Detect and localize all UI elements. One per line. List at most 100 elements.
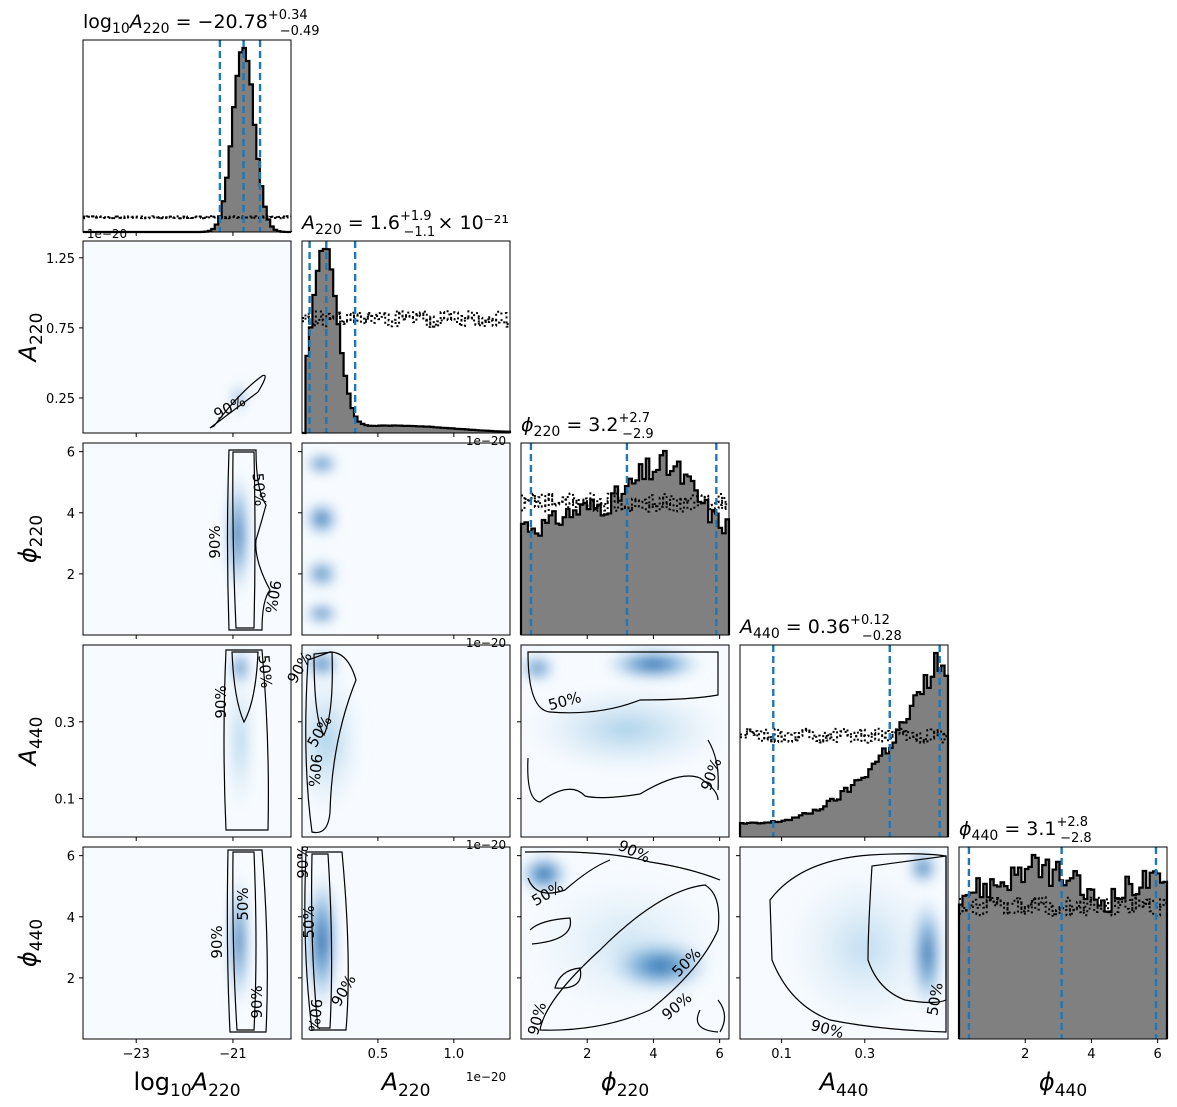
x-tick-label: 6 (1153, 1047, 1161, 1062)
density-blob (521, 683, 729, 776)
density-blob (600, 646, 707, 682)
contours (304, 851, 349, 1031)
contour-label: 90% (206, 525, 224, 558)
axes-frame (301, 644, 511, 838)
axes-frame (739, 644, 949, 838)
contour-label: 90% (261, 579, 285, 615)
panel-A220-vs-phi440: 90%50%90%90% (294, 845, 511, 1040)
contour-line (527, 859, 611, 894)
contour-line (529, 917, 572, 945)
density-map (230, 381, 248, 415)
prior-curve (521, 492, 729, 513)
contour-line (232, 451, 256, 629)
y-tick-label: 2 (67, 972, 75, 987)
histogram-A220: A220 = 1.6+1.9−1.1 × 10⁻²¹ (300, 209, 512, 435)
title-A440: A440 = 0.36+0.12 (738, 613, 890, 642)
contour-line (223, 649, 269, 831)
density-blob (303, 500, 340, 538)
axes-frame (301, 240, 511, 434)
density-blob (906, 849, 940, 887)
title-lower: −2.9 (622, 427, 654, 442)
panel-A220-vs-phi220 (301, 442, 511, 636)
x-tick-label: −21 (219, 1047, 246, 1062)
panel-log10A220-vs-phi220: 90% 50% 90% (82, 442, 292, 636)
contour-label: 90% (248, 985, 266, 1018)
offset-text: 1e−20 (466, 636, 506, 650)
x-tick-label: 4 (649, 1047, 657, 1062)
y-tick-label: 0.1 (54, 793, 75, 808)
panel-phi220-vs-phi440: 90%50%50%90%90% (520, 836, 730, 1040)
x-axis-label-A440: A440 (818, 1068, 869, 1101)
density-blob (303, 558, 340, 590)
contour-line (527, 651, 719, 714)
density-blob (521, 652, 558, 684)
offset-text: 1e−20 (87, 227, 127, 241)
x-tick-label: 2 (583, 1047, 591, 1062)
contours (524, 851, 726, 1033)
prior-curve (740, 727, 948, 744)
y-tick-label: 0.25 (46, 392, 75, 407)
y-tick-label: 6 (67, 850, 75, 865)
contour-line (539, 884, 720, 1031)
contours (305, 651, 357, 834)
title-lower: −0.28 (862, 629, 902, 644)
contours (223, 649, 269, 831)
y-tick-label: 1.25 (46, 252, 75, 267)
histogram-log10A220: log10A220 = −20.78+0.34−0.49 (82, 8, 320, 234)
histogram-A440: A440 = 0.36+0.12−0.28 (738, 613, 950, 838)
y-axis-label-A220: A220 (14, 313, 47, 364)
axes-frame (958, 846, 1168, 1040)
contours (769, 853, 947, 1033)
density-blob (225, 664, 255, 818)
title-lower: −2.8 (1060, 831, 1092, 846)
x-tick-label: 1.0 (443, 1047, 464, 1062)
contour-line (304, 851, 349, 1031)
x-axis-label-phi440: ϕ440 (1039, 1068, 1087, 1101)
title-suffix: × 10⁻²¹ (438, 212, 509, 234)
density-blob (303, 602, 340, 625)
posterior-fill (740, 653, 948, 837)
contour-label: 50% (923, 981, 947, 1017)
contour-label: 90% (305, 998, 326, 1033)
y-axis-label-A440: A440 (14, 717, 47, 768)
posterior-outline (519, 449, 731, 635)
density-blob (225, 466, 250, 602)
contour-line (524, 851, 721, 881)
title-phi220: ϕ220 = 3.2+2.7 (521, 411, 650, 440)
density-blob (521, 852, 571, 896)
axes-frame (301, 846, 511, 1040)
axes-frame (82, 240, 292, 434)
posterior-outline (957, 853, 1169, 1039)
contour-line (313, 651, 333, 737)
contour-label: 90% (305, 753, 326, 788)
axes-frame (82, 442, 292, 636)
contour-line (554, 967, 582, 989)
contour-label: 50% (234, 887, 252, 920)
contours (226, 849, 268, 1033)
contour-line (209, 374, 266, 429)
y-axis-label-phi220: ϕ220 (14, 515, 47, 563)
density-map (303, 453, 340, 625)
axes-frame (82, 846, 292, 1040)
x-tick-label: 4 (1087, 1047, 1095, 1062)
density-map (521, 646, 729, 776)
contour-label: 50% (300, 905, 318, 938)
contour-label: 90% (208, 925, 226, 958)
y-tick-label: 6 (67, 446, 75, 461)
prior-curve (302, 310, 510, 328)
axes-frame (82, 39, 292, 233)
panel-log10A220-vs-phi440: 90% 50% 90% (82, 846, 292, 1040)
panel-log10A220-vs-A220: 90% (82, 240, 292, 434)
contour-line (867, 855, 947, 1004)
x-axis-label-log10A220: log10A220 (133, 1068, 240, 1101)
x-axis-label-phi220: ϕ220 (601, 1068, 649, 1101)
offset-text: 1e−20 (466, 838, 506, 852)
title-phi440: ϕ440 = 3.1+2.8 (959, 815, 1088, 844)
x-tick-label: 6 (715, 1047, 723, 1062)
contour-line (232, 851, 257, 1031)
panel-log10A220-vs-A440: 90% 50% (82, 644, 292, 838)
x-axis-label-A220: A220 (380, 1068, 431, 1101)
panel-phi220-vs-A440: 50%90% (520, 644, 730, 838)
contours (226, 449, 271, 631)
